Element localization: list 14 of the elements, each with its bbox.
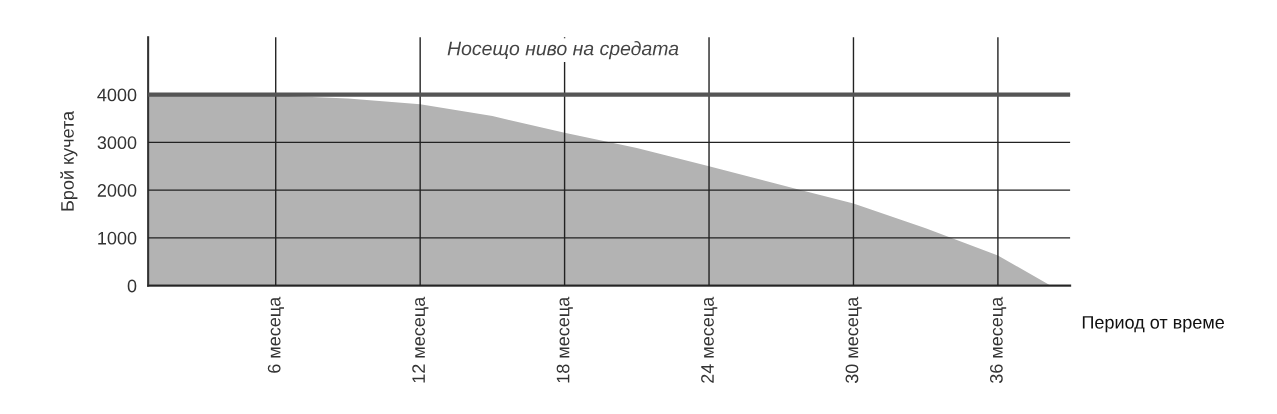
y-axis-title: Брой кучета (60, 110, 78, 211)
ref-line-label: Носещо ниво на средата (447, 41, 679, 60)
y-tick-label: 0 (127, 279, 137, 293)
x-tick-label: 6 месеца (267, 296, 284, 373)
y-tick-label: 4000 (97, 88, 137, 102)
x-tick-label: 30 месеца (845, 296, 862, 384)
y-tick-label: 3000 (97, 136, 137, 150)
x-tick-label: 12 месеца (412, 296, 429, 383)
y-tick-label: 2000 (97, 184, 137, 197)
x-tick-label: 36 месеца (989, 296, 1007, 384)
y-tick-label: 1000 (98, 231, 137, 245)
x-tick-label: 24 месеца (701, 296, 718, 383)
x-axis-title: Период от време (1082, 316, 1224, 333)
x-tick-label: 18 месеца (556, 296, 573, 383)
